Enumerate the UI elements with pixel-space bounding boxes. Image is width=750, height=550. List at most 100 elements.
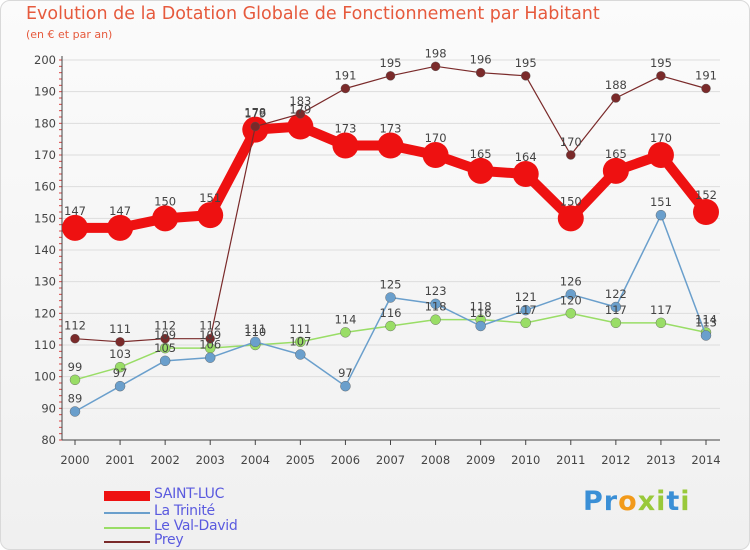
point-prey xyxy=(70,333,80,344)
y-tick-label: 200 xyxy=(34,53,56,67)
data-label-le-val-david: 118 xyxy=(425,300,447,314)
data-label-la-trinite: 105 xyxy=(154,341,176,355)
legend-item-saint-luc: SAINT-LUC xyxy=(104,486,324,503)
point-saint-luc xyxy=(197,202,224,229)
data-label-la-trinite: 151 xyxy=(650,195,672,209)
data-label-la-trinite: 89 xyxy=(68,392,83,406)
data-label-la-trinite: 116 xyxy=(470,306,492,320)
legend-item-le-val-david: Le Val-David xyxy=(104,518,324,535)
logo-letter: t xyxy=(666,486,681,517)
point-la-trinite xyxy=(520,304,531,316)
data-label-saint-luc: 179 xyxy=(289,103,311,117)
data-label-saint-luc: 150 xyxy=(560,194,582,208)
point-le-val-david xyxy=(385,320,396,332)
point-la-trinite xyxy=(205,352,216,363)
y-tick-label: 110 xyxy=(34,338,56,352)
point-saint-luc xyxy=(377,132,404,159)
data-label-le-val-david: 120 xyxy=(560,293,582,307)
x-tick-label: 2006 xyxy=(331,453,360,467)
chart-subtitle: (en € et par an) xyxy=(26,28,113,41)
y-tick-label: 150 xyxy=(34,211,56,225)
point-le-val-david xyxy=(565,308,576,319)
logo-letter: i xyxy=(680,486,691,517)
data-label-le-val-david: 109 xyxy=(199,328,221,342)
logo-letter: i xyxy=(656,486,667,517)
x-tick-label: 2003 xyxy=(196,453,225,467)
data-label-prey: 111 xyxy=(109,322,131,336)
legend-swatch-prey xyxy=(104,541,150,543)
legend-item-la-trinite: La Trinité xyxy=(104,503,324,520)
point-la-trinite xyxy=(159,355,171,367)
point-saint-luc xyxy=(467,157,494,184)
data-label-prey: 112 xyxy=(64,319,86,333)
y-tick-label: 170 xyxy=(34,148,56,162)
point-la-trinite xyxy=(700,330,712,341)
data-label-prey: 170 xyxy=(560,135,582,149)
point-le-val-david xyxy=(340,327,351,338)
point-saint-luc xyxy=(107,214,134,241)
x-tick-label: 2009 xyxy=(466,453,495,467)
legend-swatch-le-val-david xyxy=(104,527,150,529)
data-label-saint-luc: 170 xyxy=(425,131,447,145)
x-tick-label: 2011 xyxy=(556,453,585,467)
data-label-la-trinite: 113 xyxy=(695,316,717,330)
chart-title: Evolution de la Dotation Globale de Fonc… xyxy=(26,4,600,24)
data-label-prey: 112 xyxy=(199,319,221,333)
data-label-le-val-david: 114 xyxy=(695,312,717,326)
y-tick-label: 90 xyxy=(41,401,56,415)
data-label-prey: 191 xyxy=(334,69,356,83)
point-le-val-david xyxy=(610,317,622,329)
point-la-trinite xyxy=(295,349,306,360)
data-label-prey: 198 xyxy=(425,46,447,60)
point-saint-luc xyxy=(602,157,629,184)
x-tick-label: 2008 xyxy=(421,453,450,467)
legend-label-le-val-david: Le Val-David xyxy=(154,518,238,534)
axes: 80 90 100 110 120 130 140 150 160 170 180 190 200 200… xyxy=(34,53,721,467)
point-le-val-david xyxy=(655,317,667,329)
point-prey xyxy=(701,83,711,94)
y-tick-label: 140 xyxy=(34,243,56,257)
data-label-saint-luc: 165 xyxy=(605,147,627,161)
logo-letter: o xyxy=(618,486,638,517)
data-label-le-val-david: 116 xyxy=(380,306,402,320)
data-label-la-trinite: 111 xyxy=(244,322,266,336)
y-tick-label: 100 xyxy=(34,370,56,384)
legend-label-saint-luc: SAINT-LUC xyxy=(154,486,225,502)
data-label-prey: 188 xyxy=(605,78,627,92)
x-tick-label: 2012 xyxy=(601,453,630,467)
legend-swatch-la-trinite xyxy=(104,512,150,514)
y-tick-label: 180 xyxy=(34,116,56,130)
point-prey xyxy=(656,71,666,81)
data-label-prey: 195 xyxy=(515,56,537,70)
data-label-le-val-david: 114 xyxy=(334,312,356,326)
data-label-la-trinite: 97 xyxy=(338,366,353,380)
point-la-trinite xyxy=(340,380,351,392)
point-prey xyxy=(250,121,260,132)
data-label-prey: 195 xyxy=(380,56,402,70)
legend-item-prey: Prey xyxy=(104,532,324,549)
point-la-trinite xyxy=(250,336,261,348)
point-la-trinite xyxy=(385,292,396,303)
legend-swatch-saint-luc xyxy=(104,491,150,501)
point-saint-luc xyxy=(557,205,584,232)
data-label-prey: 183 xyxy=(289,94,311,108)
data-label-prey: 112 xyxy=(154,319,176,333)
data-label-prey: 195 xyxy=(650,56,672,70)
point-prey xyxy=(521,71,531,81)
point-prey xyxy=(566,150,576,160)
data-label-la-trinite: 125 xyxy=(380,278,402,292)
point-la-trinite xyxy=(69,406,81,417)
x-tick-label: 2010 xyxy=(511,453,540,467)
y-tick-label: 160 xyxy=(34,180,56,194)
point-prey xyxy=(115,337,125,347)
data-label-saint-luc: 173 xyxy=(380,122,402,136)
point-la-trinite xyxy=(475,320,486,332)
data-label-le-val-david: 117 xyxy=(515,303,537,317)
data-label-saint-luc: 164 xyxy=(515,150,537,164)
y-tick-label: 190 xyxy=(34,85,56,99)
data-label-saint-luc: 165 xyxy=(470,147,492,161)
point-saint-luc xyxy=(152,205,179,232)
x-tick-label: 2002 xyxy=(151,453,180,467)
logo-letter: P xyxy=(583,486,604,517)
logo-letter: x xyxy=(637,486,657,517)
